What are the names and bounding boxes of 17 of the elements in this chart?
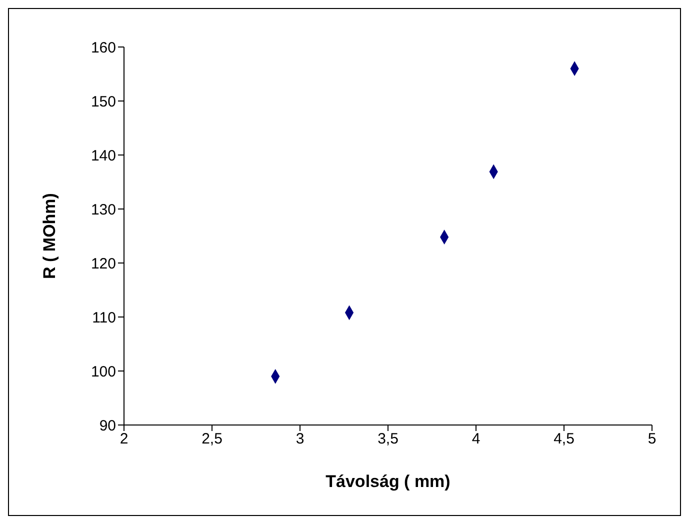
x-tick-label: 3,5 bbox=[378, 430, 398, 448]
x-tick-label: 4,5 bbox=[554, 430, 574, 448]
y-axis-title: R ( MOhm) bbox=[40, 193, 60, 279]
y-tick-label: 110 bbox=[92, 309, 116, 326]
x-tick-label: 2 bbox=[120, 430, 128, 448]
x-tick-label: 3 bbox=[296, 430, 304, 448]
y-tick-label: 90 bbox=[99, 417, 116, 434]
x-tick-label: 2,5 bbox=[202, 430, 222, 448]
y-tick-label: 120 bbox=[90, 255, 116, 272]
x-axis-title: Távolság ( mm) bbox=[326, 472, 450, 491]
y-tick-label: 100 bbox=[90, 363, 116, 380]
x-tick-label: 4 bbox=[472, 430, 480, 448]
y-tick-label: 140 bbox=[90, 147, 116, 164]
y-tick-label: 150 bbox=[90, 93, 116, 110]
x-tick-label: 5 bbox=[648, 430, 656, 448]
y-tick-label: 160 bbox=[90, 39, 116, 56]
y-tick-label: 130 bbox=[90, 201, 116, 218]
